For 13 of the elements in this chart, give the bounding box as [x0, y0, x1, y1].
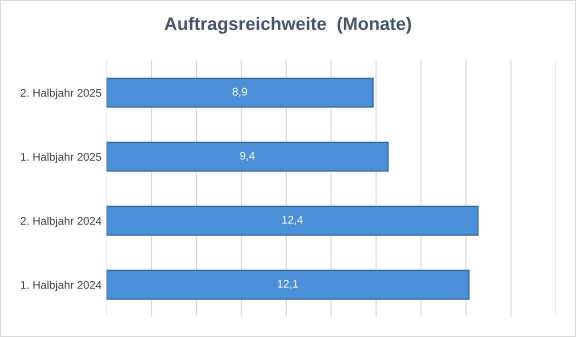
data-label: 8,9	[232, 88, 248, 97]
y-tick-label: 2. Halbjahr 2024	[20, 216, 102, 228]
data-label: 9,4	[240, 152, 255, 161]
bar	[106, 142, 389, 172]
y-tick-label: 2. Halbjahr 2025	[20, 88, 102, 100]
y-tick-label: 1. Halbjahr 2024	[21, 280, 102, 292]
data-label: 12,4	[282, 216, 303, 226]
bar	[106, 270, 470, 300]
y-tick-label: 1. Halbjahr 2025	[21, 152, 102, 164]
data-label: 12,1	[278, 280, 298, 290]
bar	[106, 206, 479, 236]
chart-title: Auftragsreichweite (Monate)	[164, 16, 412, 34]
bar	[106, 78, 374, 108]
